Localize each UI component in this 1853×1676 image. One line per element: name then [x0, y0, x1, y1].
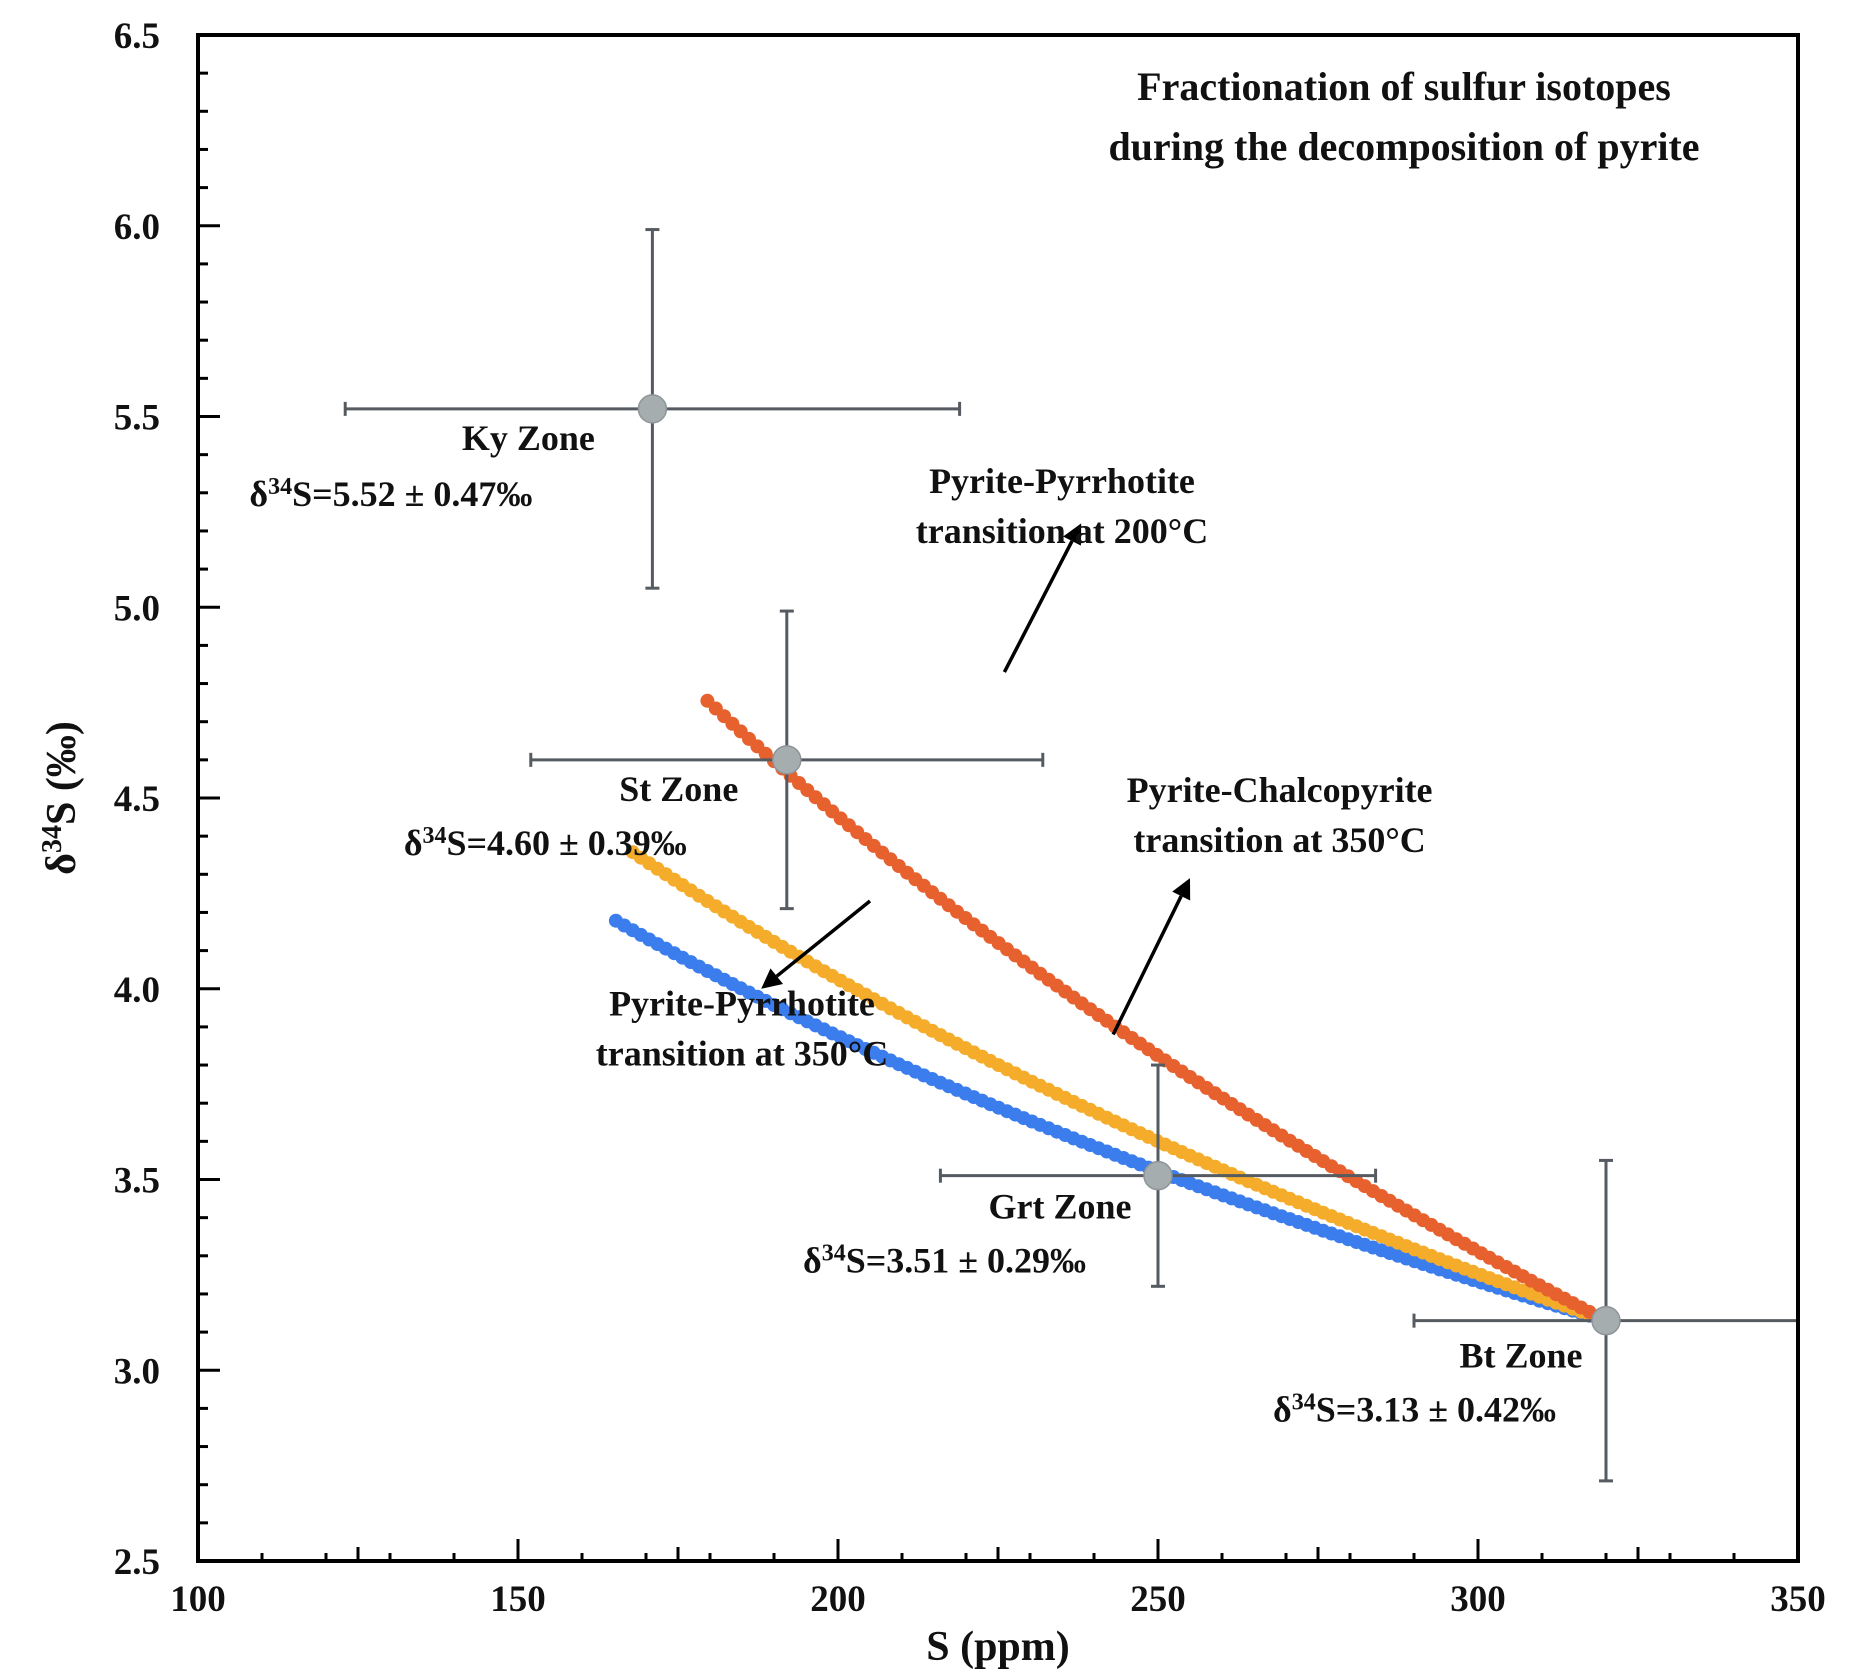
- sample-label-value: δ34S=3.51 ± 0.29‰: [803, 1241, 1086, 1281]
- annotation-arrow-0: [1002, 523, 1082, 673]
- annotation-text: Pyrite-Chalcopyrite: [1127, 770, 1433, 810]
- sample-label-name: Grt Zone: [989, 1187, 1132, 1227]
- curve-point: [608, 913, 623, 928]
- annotation-arrows-layer: [761, 523, 1191, 1036]
- sample-label-value: δ34S=4.60 ± 0.39‰: [404, 823, 687, 863]
- annotation-text: transition at 350°C: [596, 1033, 888, 1073]
- axes-layer: [196, 33, 1800, 1563]
- sample-point-st-zone: [772, 745, 802, 775]
- y-tick-label: 5.0: [114, 588, 160, 629]
- sample-label-name: Ky Zone: [462, 418, 595, 458]
- y-tick-label: 5.5: [114, 398, 160, 439]
- arrow-shaft: [775, 899, 872, 978]
- y-tick-label: 6.5: [114, 16, 160, 57]
- x-tick-label: 150: [490, 1579, 546, 1620]
- sample-label-value: δ34S=5.52 ± 0.47‰: [249, 474, 532, 514]
- annotation-text: transition at 350°C: [1133, 820, 1425, 860]
- sample-points-layer: [637, 394, 1621, 1336]
- sample-labels-layer: Ky Zone δ34S=5.52 ± 0.47‰ St Zone δ34S=4.60…: [249, 418, 1582, 1430]
- ticks-layer: 100 150 200 250 300 350 2.5 3.0 3.5 4.0 4.5 5.0 5.5 6…: [114, 16, 1826, 1620]
- curves-layer: [608, 693, 1613, 1328]
- annotation-arrow-2: [761, 899, 872, 989]
- x-tick-label: 200: [810, 1579, 866, 1620]
- curve-point: [625, 845, 640, 860]
- annotation-text: transition at 200°C: [916, 511, 1208, 551]
- chart-title-line-2: during the decomposition of pyrite: [1108, 124, 1699, 169]
- curve-point: [700, 693, 715, 708]
- x-tick-label: 100: [170, 1579, 226, 1620]
- x-tick-label: 350: [1770, 1579, 1826, 1620]
- arrow-head: [1172, 878, 1191, 901]
- sample-label-name: Bt Zone: [1459, 1336, 1582, 1376]
- arrow-head: [761, 968, 784, 989]
- annotations-layer: Pyrite-Pyrrhotite transition at 200°C Pyri…: [596, 461, 1433, 1074]
- x-tick-label: 300: [1450, 1579, 1506, 1620]
- y-tick-label: 6.0: [114, 207, 160, 248]
- plot-frame: [196, 33, 1800, 1563]
- annotation-text: Pyrite-Pyrrhotite: [609, 983, 875, 1023]
- arrow-shaft: [1111, 895, 1183, 1036]
- x-axis-title: S (ppm): [926, 1624, 1070, 1670]
- curve-series-1: [625, 845, 1613, 1328]
- y-axis-title: δ34S (‰): [37, 721, 85, 875]
- sample-point-bt-zone: [1591, 1305, 1621, 1336]
- annotation-text: Pyrite-Pyrrhotite: [929, 461, 1195, 501]
- annotation-arrow-1: [1111, 878, 1191, 1036]
- arrow-shaft: [1002, 540, 1074, 673]
- x-tick-label: 250: [1130, 1579, 1186, 1620]
- sample-label-name: St Zone: [619, 769, 738, 809]
- y-tick-label: 3.0: [114, 1351, 160, 1392]
- sample-label-value: δ34S=3.13 ± 0.42‰: [1273, 1390, 1556, 1430]
- chart-title-line-1: Fractionation of sulfur isotopes: [1137, 64, 1671, 109]
- y-tick-label: 2.5: [114, 1542, 160, 1583]
- sample-point-grt-zone: [1143, 1160, 1173, 1191]
- sample-point-ky-zone: [637, 394, 668, 424]
- labels-layer: Fractionation of sulfur isotopes during …: [37, 64, 1700, 1670]
- y-tick-label: 3.5: [114, 1161, 160, 1202]
- arrow-head: [1063, 523, 1082, 546]
- y-tick-label: 4.5: [114, 779, 160, 820]
- y-tick-label: 4.0: [114, 970, 160, 1011]
